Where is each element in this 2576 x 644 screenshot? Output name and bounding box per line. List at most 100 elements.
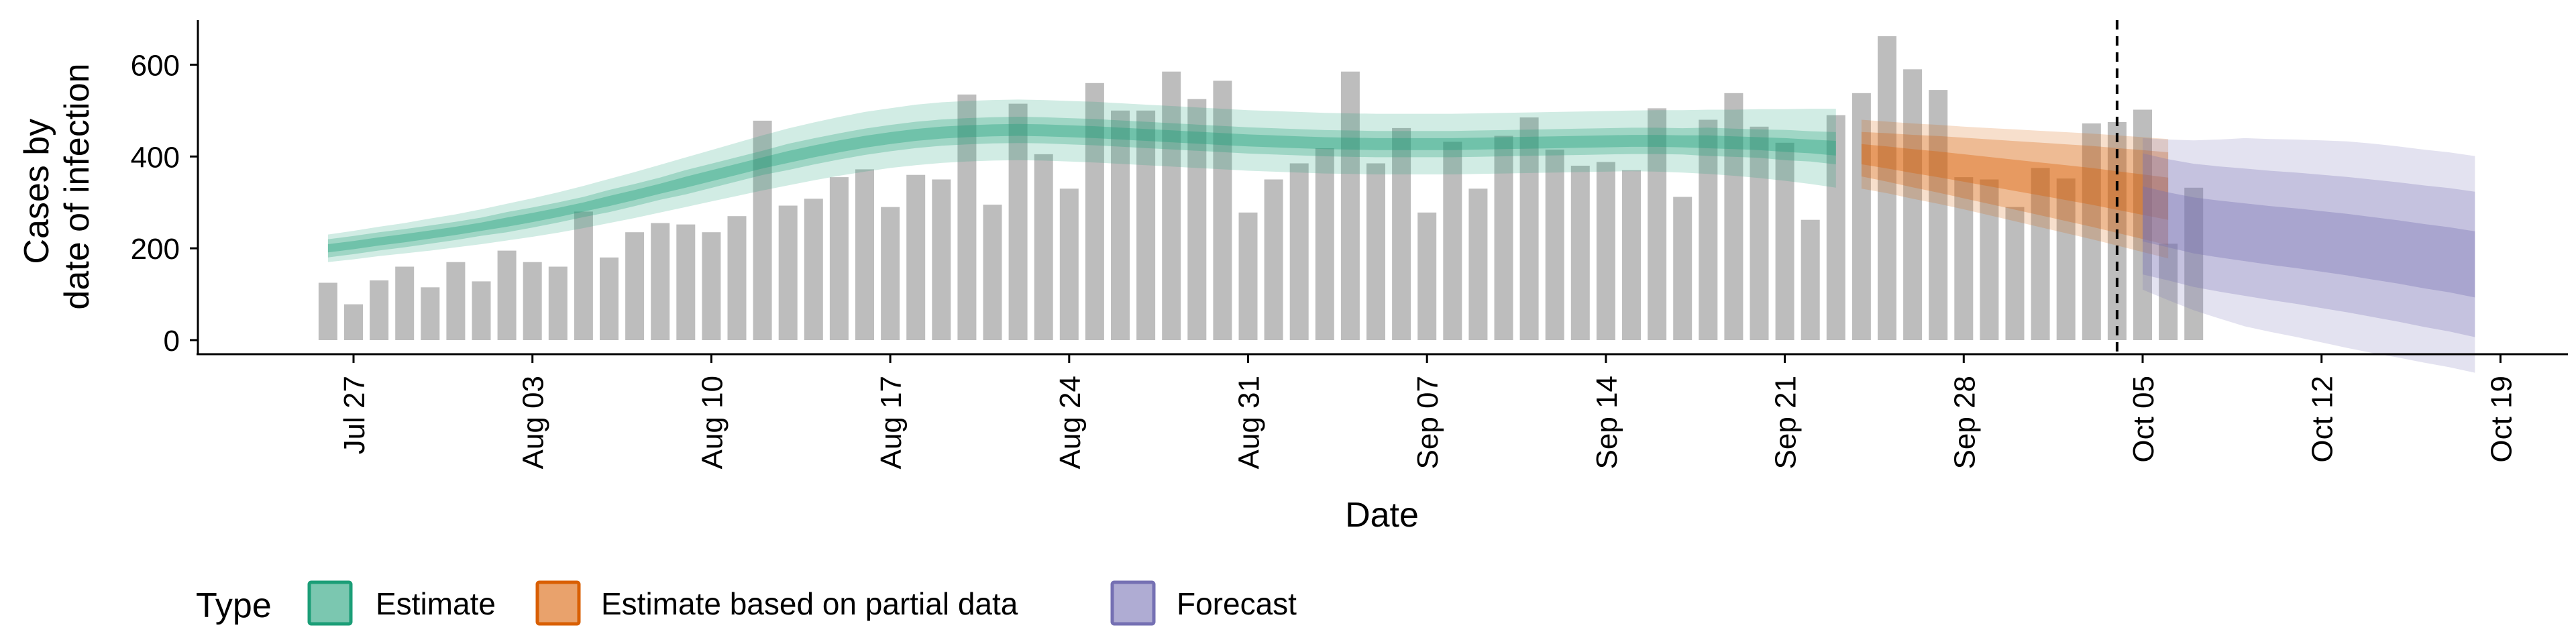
bar: [1468, 189, 1488, 340]
bar: [1648, 108, 1667, 340]
bar: [1264, 179, 1283, 340]
bar: [1851, 93, 1871, 341]
bar: [1954, 177, 1974, 340]
bar: [983, 205, 1002, 340]
bar: [344, 304, 363, 340]
bar: [1724, 93, 1743, 341]
x-tick-label: Oct 19: [2485, 376, 2518, 463]
bar: [600, 257, 619, 340]
x-tick-label: Aug 03: [517, 376, 550, 469]
bar: [1111, 110, 1130, 341]
inner-interval-band: [327, 117, 1836, 258]
bar: [829, 177, 849, 340]
outer-interval-band: [2143, 138, 2475, 373]
legend: Type Estimate Estimate based on partial d…: [196, 580, 1297, 626]
x-tick-label: Aug 24: [1054, 376, 1087, 469]
bar: [395, 266, 415, 340]
bar: [1136, 110, 1156, 341]
central-interval-band: [1861, 144, 2169, 220]
x-tick-label: Sep 28: [1948, 376, 1981, 469]
bar: [778, 205, 798, 340]
bar: [855, 169, 874, 340]
y-ticks: 0 200 400 600: [131, 49, 198, 358]
bar: [1929, 90, 1948, 340]
y-tick-label: 400: [131, 141, 180, 174]
x-axis-title: Date: [1345, 496, 1419, 535]
series-2: [2143, 138, 2475, 373]
inner-interval-band: [2143, 153, 2475, 337]
bar: [1085, 83, 1104, 341]
bar: [932, 179, 951, 340]
bar: [727, 216, 747, 340]
bar: [676, 224, 696, 340]
x-tick-label: Oct 12: [2306, 376, 2339, 463]
bar: [2159, 244, 2178, 340]
bar: [421, 287, 440, 340]
x-ticks: Jul 27 Aug 03 Aug 10 Aug 17 Aug 24 Aug 31 Sep …: [338, 354, 2518, 469]
legend-entry: Estimate: [307, 580, 496, 626]
legend-label: Estimate: [376, 586, 496, 621]
bar: [804, 199, 823, 340]
bar: [1980, 179, 1999, 340]
bar: [1519, 117, 1539, 340]
bar: [651, 223, 670, 340]
bar: [906, 174, 926, 340]
bar: [957, 94, 977, 340]
bar: [1903, 69, 1923, 341]
bar: [1008, 103, 1028, 340]
y-axis-title-line-2: date of infection: [58, 63, 97, 309]
bands-layer: [327, 99, 2475, 373]
legend-key: [1110, 580, 1156, 626]
bar: [1570, 166, 1590, 340]
bar: [1417, 212, 1437, 340]
x-tick-label: Aug 31: [1233, 376, 1266, 469]
legend-entry: Forecast: [1110, 580, 1297, 626]
bar: [2133, 109, 2152, 340]
bar: [1162, 71, 1181, 340]
bar: [318, 282, 337, 340]
bar: [1596, 162, 1615, 340]
bar: [1673, 197, 1693, 340]
bar: [497, 250, 517, 340]
bar: [1775, 142, 1794, 341]
legend-title: Type: [196, 586, 272, 625]
legend-label: Forecast: [1177, 586, 1297, 621]
central-interval-band: [327, 123, 1836, 253]
bar: [625, 232, 645, 340]
bar: [753, 120, 772, 340]
bars-layer: [318, 36, 2204, 341]
bar: [370, 280, 389, 340]
bar: [2184, 187, 2204, 340]
bar: [1238, 212, 1258, 340]
legend-key: [307, 580, 353, 626]
bar: [1187, 99, 1207, 340]
bar: [881, 207, 900, 340]
x-tick-label: Sep 07: [1411, 376, 1444, 469]
bar: [1443, 142, 1462, 340]
axes: [197, 20, 2568, 356]
series-0: [327, 99, 1836, 262]
bar: [446, 262, 466, 340]
x-tick-label: Aug 17: [875, 376, 908, 469]
bar: [1392, 127, 1411, 340]
x-tick-label: Sep 21: [1770, 376, 1803, 469]
bar: [1315, 148, 1334, 340]
legend-key: [535, 580, 581, 626]
x-tick-label: Oct 05: [2127, 376, 2160, 463]
bar: [1622, 170, 1641, 340]
bar: [1545, 150, 1564, 340]
y-tick-label: 200: [131, 233, 180, 266]
bar: [472, 281, 491, 340]
inner-interval-band: [1861, 131, 2169, 246]
bar: [1340, 71, 1360, 340]
bar: [523, 262, 542, 340]
bar: [1801, 219, 1820, 340]
y-axis-title-line-1: Cases by: [17, 119, 56, 264]
bar: [1213, 80, 1232, 341]
legend-entry: Estimate based on partial data: [535, 580, 1018, 626]
y-axis-title: Cases by date of infection: [17, 63, 97, 309]
x-tick-label: Jul 27: [338, 376, 371, 454]
bar: [1366, 163, 1385, 340]
outer-interval-band: [327, 99, 1836, 262]
